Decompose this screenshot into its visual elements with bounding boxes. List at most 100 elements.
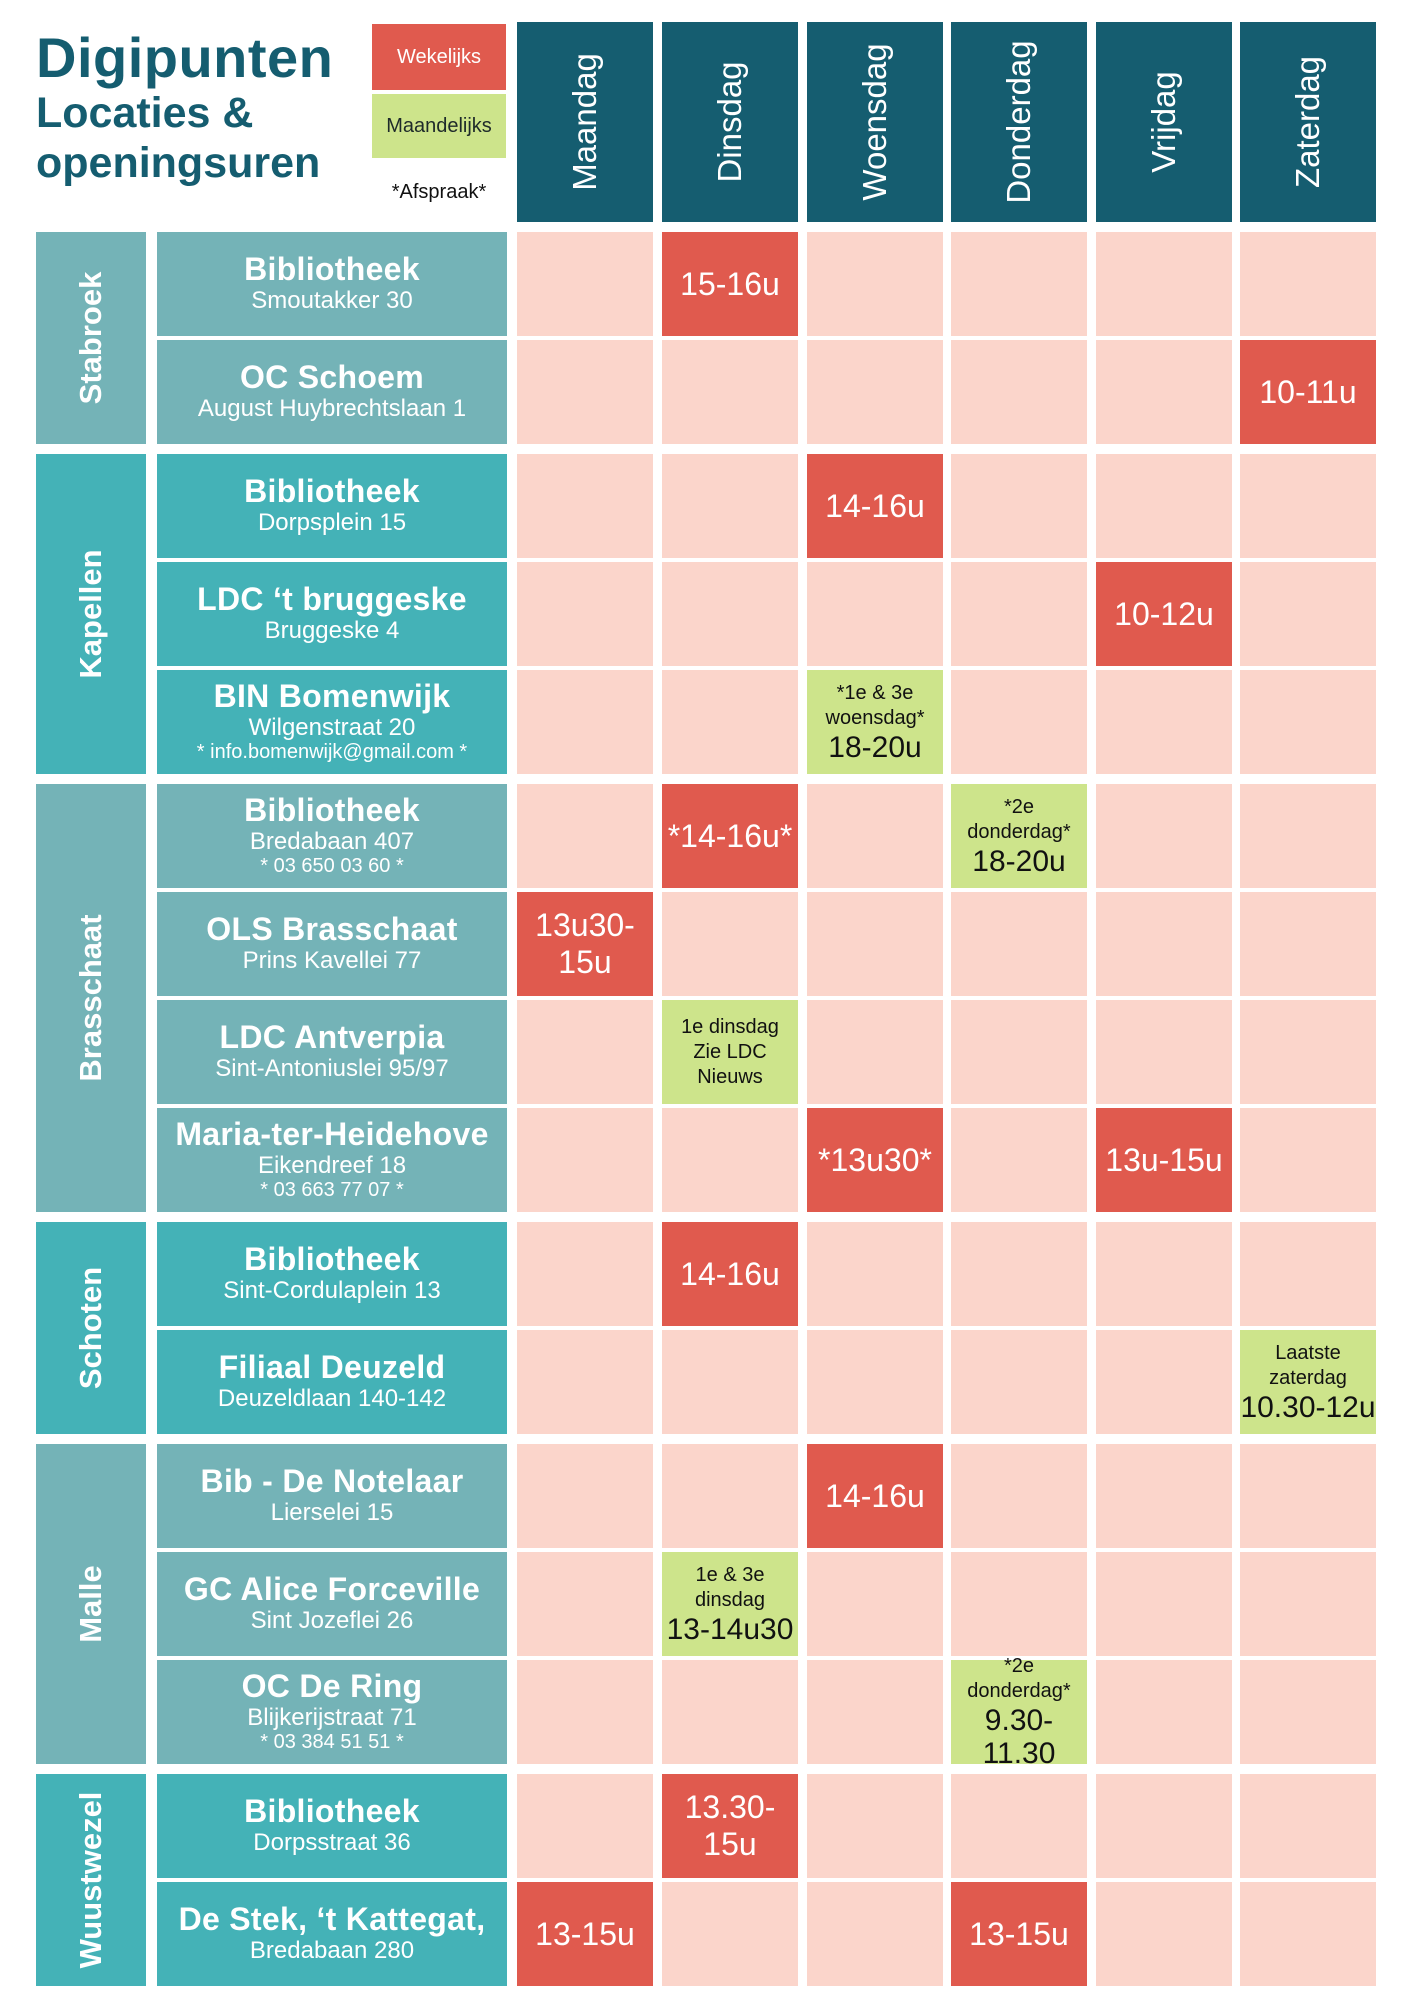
location-address: Dorpsplein 15	[257, 508, 407, 536]
schedule-cell-empty	[517, 784, 653, 888]
location-contact: * 03 650 03 60 *	[260, 854, 404, 877]
page-subtitle-line2: openingsuren	[36, 139, 321, 187]
day-header-vrijdag: Vrijdag	[1096, 22, 1232, 222]
location-name: Bibliotheek	[244, 1792, 420, 1829]
schedule-cell-empty	[662, 562, 798, 666]
slot-time: 9.30-11.30	[982, 1704, 1056, 1770]
schedule-cell-empty	[951, 670, 1087, 774]
schedule-slot-weekly: 10-12u	[1096, 562, 1232, 666]
location-cell: Bib - De Notelaar Lierselei 15	[157, 1444, 507, 1548]
location-cell: Bibliotheek Dorpsplein 15	[157, 454, 507, 558]
schedule-cell-empty	[1096, 1000, 1232, 1104]
page-subtitle-line1: Locaties &	[36, 89, 254, 137]
location-cell: Bibliotheek Dorpsstraat 36	[157, 1774, 507, 1878]
schedule-cell-empty	[951, 340, 1087, 444]
location-name: LDC ‘t bruggeske	[197, 580, 467, 617]
location-address: Sint Jozeflei 26	[250, 1606, 414, 1634]
schedule-cell-empty	[807, 784, 943, 888]
schedule-cell-empty	[1096, 784, 1232, 888]
slot-time: 10-12u	[1114, 595, 1214, 632]
day-header-label: Zaterdag	[1289, 55, 1326, 189]
schedule-cell-empty	[807, 1222, 943, 1326]
slot-note: 1e dinsdag Zie LDC Nieuws	[681, 1015, 779, 1088]
location-cell: OC De Ring Blijkerijstraat 71 * 03 384 51 …	[157, 1660, 507, 1764]
schedule-cell-empty	[517, 1330, 653, 1434]
schedule-cell-empty	[951, 454, 1087, 558]
day-header-zaterdag: Zaterdag	[1240, 22, 1376, 222]
slot-time: 13u30-15u	[535, 907, 635, 980]
schedule-slot-monthly: Laatste zaterdag 10.30-12u	[1240, 1330, 1376, 1434]
location-name: Bibliotheek	[244, 250, 420, 287]
schedule-cell-empty	[517, 1774, 653, 1878]
schedule-slot-monthly: *1e & 3e woensdag* 18-20u	[807, 670, 943, 774]
slot-note: Laatste zaterdag	[1269, 1341, 1347, 1389]
region-brasschaat: Brasschaat	[36, 784, 146, 1212]
slot-time: 18-20u	[972, 844, 1066, 878]
day-header-label: Dinsdag	[711, 61, 748, 183]
schedule-cell-empty	[951, 1552, 1087, 1656]
schedule-slot-weekly: 13-15u	[517, 1882, 653, 1986]
region-label: Brasschaat	[73, 914, 108, 1082]
slot-note: *2e donderdag*	[967, 1655, 1071, 1702]
day-header-maandag: Maandag	[517, 22, 653, 222]
schedule-cell-empty	[662, 1330, 798, 1434]
schedule-cell-empty	[807, 340, 943, 444]
location-name: OC Schoem	[239, 358, 425, 395]
slot-time: *14-16u*	[667, 817, 793, 854]
location-cell: BIN Bomenwijk Wilgenstraat 20 * info.bomen…	[157, 670, 507, 774]
schedule-cell-empty	[1240, 1552, 1376, 1656]
schedule-slot-weekly: 15-16u	[662, 232, 798, 336]
slot-time: 18-20u	[828, 730, 922, 764]
schedule-slot-weekly: *14-16u*	[662, 784, 798, 888]
page-title: Digipunten	[36, 26, 334, 89]
schedule-cell-empty	[807, 1000, 943, 1104]
schedule-cell-empty	[1096, 892, 1232, 996]
location-address: Sint-Cordulaplein 13	[223, 1276, 441, 1304]
region-label: Wuustwezel	[73, 1791, 108, 1969]
location-contact: * info.bomenwijk@gmail.com *	[196, 740, 468, 763]
schedule-cell-empty	[807, 1660, 943, 1764]
location-name: OLS Brasschaat	[206, 910, 458, 947]
schedule-cell-empty	[517, 562, 653, 666]
schedule-cell-empty	[951, 1444, 1087, 1548]
schedule-cell-empty	[951, 892, 1087, 996]
slot-time: 13-14u30	[666, 1612, 794, 1646]
location-address: Eikendreef 18	[257, 1151, 407, 1179]
region-wuustwezel: Wuustwezel	[36, 1774, 146, 1986]
schedule-cell-empty	[807, 562, 943, 666]
schedule-cell-empty	[951, 232, 1087, 336]
schedule-cell-empty	[807, 1330, 943, 1434]
schedule-slot-weekly: 14-16u	[807, 1444, 943, 1548]
schedule-cell-empty	[951, 1774, 1087, 1878]
schedule-slot-weekly: 10-11u	[1240, 340, 1376, 444]
schedule-cell-empty	[517, 670, 653, 774]
location-cell: GC Alice Forceville Sint Jozeflei 26	[157, 1552, 507, 1656]
day-header-label: Maandag	[566, 53, 603, 191]
schedule-cell-empty	[517, 1108, 653, 1212]
legend-appointment: *Afspraak*	[391, 180, 487, 203]
location-name: De Stek, ‘t Kattegat,	[178, 1900, 486, 1937]
location-contact: * 03 384 51 51 *	[260, 1730, 404, 1753]
location-name: Bib - De Notelaar	[200, 1462, 464, 1499]
slot-time: 13-15u	[535, 1915, 635, 1952]
location-address: Lierselei 15	[270, 1498, 394, 1526]
location-cell: Filiaal Deuzeld Deuzeldlaan 140-142	[157, 1330, 507, 1434]
location-name: Filiaal Deuzeld	[218, 1348, 446, 1385]
day-header-label: Donderdag	[1000, 40, 1037, 204]
slot-time: 13.30-15u	[684, 1789, 776, 1862]
location-name: Maria-ter-Heidehove	[175, 1115, 489, 1152]
schedule-slot-monthly: *2e donderdag* 9.30-11.30	[951, 1655, 1087, 1770]
location-cell: Maria-ter-Heidehove Eikendreef 18 * 03 663…	[157, 1108, 507, 1212]
location-address: August Huybrechtslaan 1	[197, 394, 467, 422]
location-cell: LDC ‘t bruggeske Bruggeske 4	[157, 562, 507, 666]
location-name: Bibliotheek	[244, 1240, 420, 1277]
slot-time: *13u30*	[818, 1141, 932, 1178]
slot-time: 10.30-12u	[1240, 1390, 1376, 1424]
schedule-cell-empty	[662, 892, 798, 996]
schedule-cell-empty	[1240, 562, 1376, 666]
schedule-cell-empty	[1096, 1552, 1232, 1656]
schedule-cell-empty	[1096, 232, 1232, 336]
schedule-cell-empty	[951, 562, 1087, 666]
schedule-cell-empty	[1240, 1000, 1376, 1104]
schedule-cell-empty	[951, 1000, 1087, 1104]
